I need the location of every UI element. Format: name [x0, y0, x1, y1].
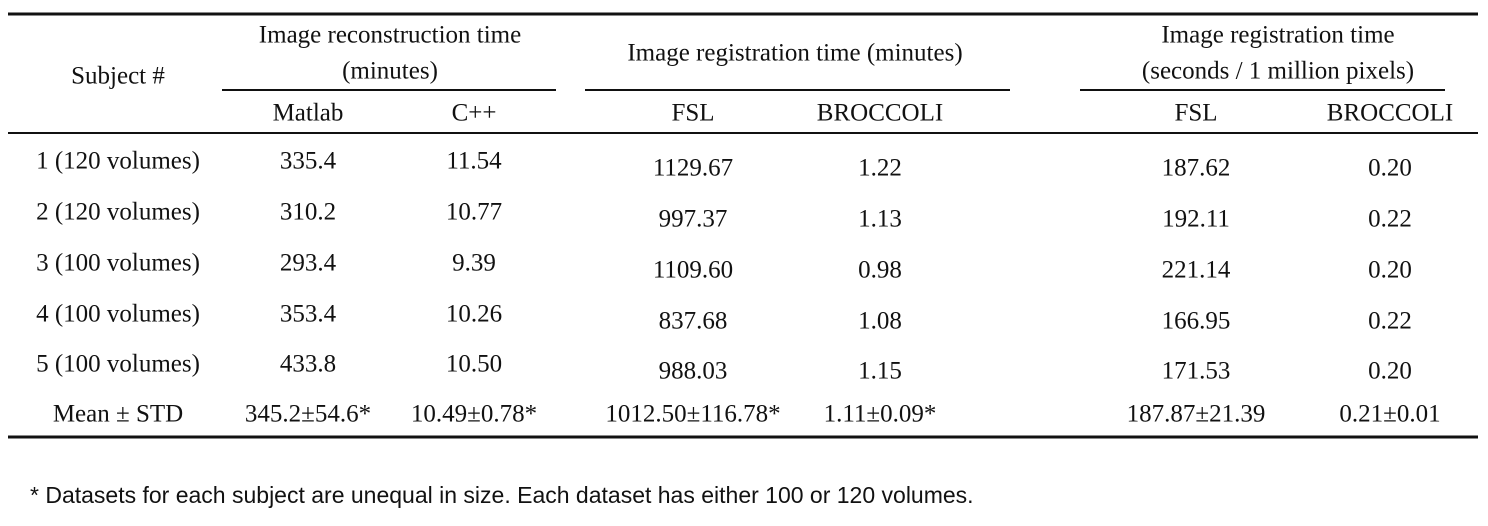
- cell: 1.11±0.09*: [824, 401, 937, 428]
- header: (minutes): [342, 58, 438, 85]
- cell: 997.37: [659, 206, 728, 233]
- cell: 0.98: [858, 257, 902, 284]
- cell: 1.08: [858, 308, 902, 335]
- row-label: 2 (120 volumes): [36, 199, 200, 226]
- cell: 10.49±0.78*: [411, 401, 537, 428]
- cell: 0.20: [1368, 358, 1412, 385]
- cell: 10.50: [446, 351, 502, 378]
- cell: 9.39: [452, 250, 496, 277]
- row-label: 1 (120 volumes): [36, 148, 200, 175]
- cell: 433.8: [280, 351, 336, 378]
- cell: 1012.50±116.78*: [605, 401, 780, 428]
- sub-header: C++: [452, 100, 497, 127]
- cell: 0.20: [1368, 257, 1412, 284]
- cell: 0.21±0.01: [1339, 401, 1440, 428]
- cell: 1.22: [858, 155, 902, 182]
- cell: 0.22: [1368, 308, 1412, 335]
- cell: 837.68: [659, 308, 728, 335]
- cell: 0.22: [1368, 206, 1412, 233]
- cell: 988.03: [659, 358, 728, 385]
- cell: 1.13: [858, 206, 902, 233]
- cell: 335.4: [280, 148, 337, 175]
- cell: 10.26: [446, 301, 502, 328]
- cell: 293.4: [280, 250, 337, 277]
- cell: 345.2±54.6*: [245, 401, 371, 428]
- row-label: 5 (100 volumes): [36, 351, 200, 378]
- cell: 310.2: [280, 199, 336, 226]
- row-label: 4 (100 volumes): [36, 301, 200, 328]
- cell: 10.77: [446, 199, 502, 226]
- sub-header: FSL: [671, 100, 714, 127]
- cell: 1109.60: [653, 257, 733, 284]
- cell: 221.14: [1162, 257, 1231, 284]
- cell: 11.54: [446, 148, 502, 175]
- sub-header: FSL: [1174, 100, 1217, 127]
- sub-header: BROCCOLI: [1327, 100, 1453, 127]
- footnote: * Datasets for each subject are unequal …: [30, 482, 974, 508]
- cell: 192.11: [1162, 206, 1230, 233]
- header: Image registration time: [1161, 22, 1394, 49]
- cell: 1.15: [858, 358, 902, 385]
- cell: 353.4: [280, 301, 337, 328]
- header: (seconds / 1 million pixels): [1142, 58, 1414, 85]
- cell: 171.53: [1162, 358, 1231, 385]
- header: Image reconstruction time: [259, 22, 521, 49]
- cell: 1129.67: [653, 155, 733, 182]
- sub-header: Matlab: [273, 100, 344, 127]
- header: Image registration time (minutes): [627, 40, 962, 67]
- sub-header: BROCCOLI: [817, 100, 943, 127]
- cell: 187.62: [1162, 155, 1231, 182]
- cell: 0.20: [1368, 155, 1412, 182]
- cell: 187.87±21.39: [1127, 401, 1266, 428]
- row-label: Mean ± STD: [53, 401, 183, 428]
- header: Subject #: [71, 63, 165, 90]
- row-label: 3 (100 volumes): [36, 250, 200, 277]
- cell: 166.95: [1162, 308, 1231, 335]
